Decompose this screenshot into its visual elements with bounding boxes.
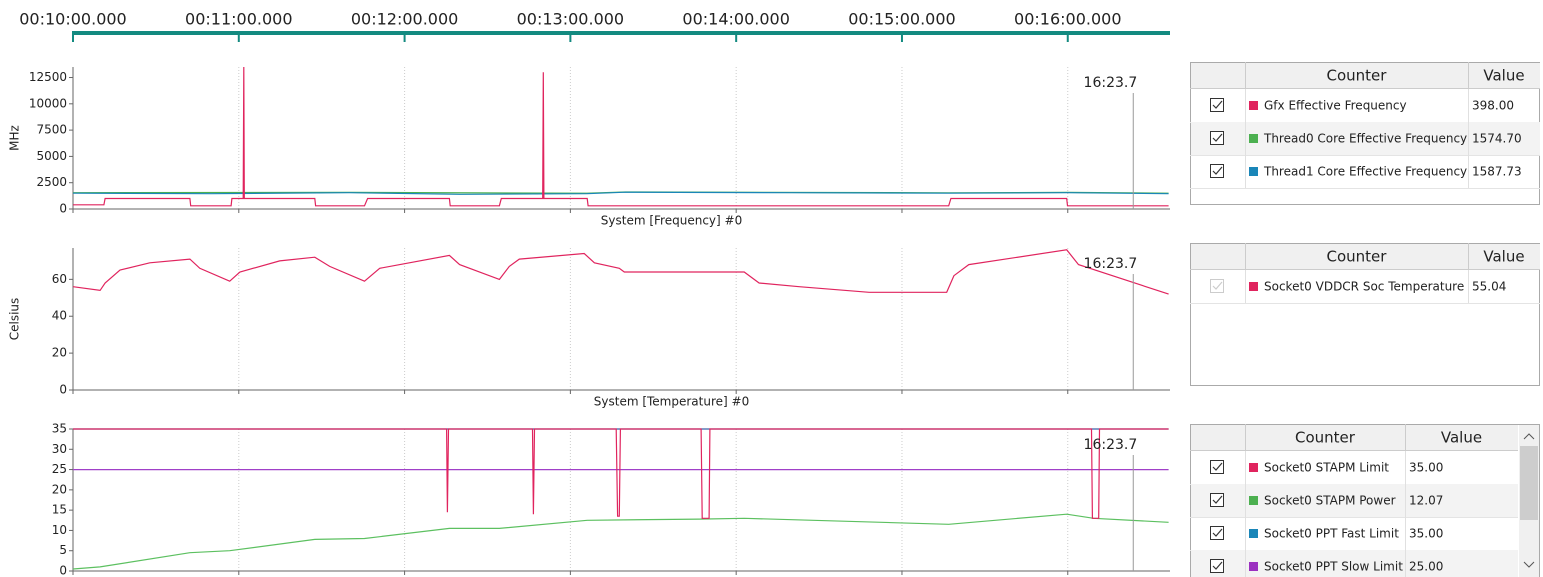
counter-name: Socket0 VDDCR Soc Temperature bbox=[1264, 280, 1464, 294]
x-axis-label: System [Temperature] #0 bbox=[594, 395, 749, 409]
y-tick-label: 30 bbox=[52, 442, 67, 456]
checkbox[interactable] bbox=[1210, 131, 1224, 145]
y-tick-label: 10000 bbox=[29, 96, 67, 110]
checkmark bbox=[1212, 133, 1223, 142]
counter-value: 1587.73 bbox=[1472, 165, 1522, 179]
y-tick-label: 0 bbox=[59, 564, 67, 577]
series-line bbox=[72, 191, 1169, 195]
y-tick-label: 5000 bbox=[36, 149, 67, 163]
table-row: Socket0 VDDCR Soc Temperature 55.04 bbox=[1190, 270, 1540, 304]
y-tick-label: 7500 bbox=[36, 123, 67, 137]
column-header: Counter bbox=[1295, 429, 1356, 447]
table-row: Socket0 PPT Slow Limit 25.00 bbox=[1191, 550, 1518, 577]
column-header: Counter bbox=[1327, 67, 1388, 85]
y-tick-label: 20 bbox=[52, 482, 67, 496]
column-header: Counter bbox=[1327, 248, 1388, 266]
table-header bbox=[1191, 63, 1540, 88]
cursor-label: 16:23.7 bbox=[1084, 437, 1138, 453]
table-row: Thread0 Core Effective Frequency 1574.70 bbox=[1190, 122, 1540, 156]
series-line bbox=[73, 66, 1169, 207]
checkmark bbox=[1212, 462, 1223, 471]
checkbox[interactable] bbox=[1210, 164, 1224, 178]
series-line bbox=[73, 428, 1169, 519]
cursor-label: 16:23.7 bbox=[1084, 256, 1138, 272]
series-swatch bbox=[1249, 562, 1258, 571]
timeline-label: 00:14:00.000 bbox=[682, 10, 789, 29]
cursor-label: 16:23.7 bbox=[1084, 75, 1138, 91]
timeline-label: 00:10:00.000 bbox=[19, 10, 126, 29]
timeline-label: 00:11:00.000 bbox=[185, 10, 292, 29]
counter-name: Socket0 PPT Slow Limit bbox=[1264, 560, 1403, 574]
x-axis-label: System [Frequency] #0 bbox=[601, 214, 742, 228]
column-header: Value bbox=[1483, 248, 1524, 266]
checkbox[interactable] bbox=[1210, 493, 1224, 507]
checkmark bbox=[1212, 100, 1223, 109]
checkmark bbox=[1212, 166, 1223, 175]
checkmark bbox=[1212, 281, 1223, 290]
counter-name: Socket0 STAPM Power bbox=[1264, 494, 1396, 508]
y-tick-label: 60 bbox=[52, 272, 67, 286]
y-tick-label: 10 bbox=[52, 523, 67, 537]
counter-value: 35.00 bbox=[1409, 527, 1443, 541]
counter-name: Thread0 Core Effective Frequency bbox=[1263, 132, 1467, 146]
series-swatch bbox=[1249, 496, 1258, 505]
checkbox[interactable] bbox=[1210, 460, 1224, 474]
y-axis-label: MHz bbox=[8, 125, 22, 151]
y-tick-label: 5 bbox=[59, 543, 67, 557]
counter-value: 12.07 bbox=[1409, 494, 1443, 508]
series-swatch bbox=[1249, 101, 1258, 110]
scrollbar-thumb[interactable] bbox=[1520, 446, 1538, 520]
counter-table: Counter Value Gfx Effective Frequency 398.0… bbox=[1190, 62, 1540, 205]
y-tick-label: 12500 bbox=[29, 70, 67, 84]
series-line bbox=[72, 513, 1169, 570]
y-tick-label: 20 bbox=[52, 346, 67, 360]
y-tick-label: 0 bbox=[59, 202, 67, 216]
timeline-label: 00:13:00.000 bbox=[517, 10, 624, 29]
counter-name: Thread1 Core Effective Frequency bbox=[1263, 165, 1467, 179]
checkmark bbox=[1212, 528, 1223, 537]
counter-value: 35.00 bbox=[1409, 461, 1443, 475]
counter-name: Socket0 PPT Fast Limit bbox=[1264, 527, 1399, 541]
counter-table: Counter Value Socket0 STAPM Limit 35.00 Sock… bbox=[1190, 424, 1540, 577]
series-swatch bbox=[1249, 463, 1258, 472]
checkbox[interactable] bbox=[1210, 279, 1224, 293]
timeline-label: 00:12:00.000 bbox=[351, 10, 458, 29]
series-swatch bbox=[1249, 529, 1258, 538]
y-tick-label: 15 bbox=[52, 503, 67, 517]
y-tick-label: 25 bbox=[52, 462, 67, 476]
column-header: Value bbox=[1441, 429, 1482, 447]
y-tick-label: 2500 bbox=[36, 175, 67, 189]
y-axis-label: Celsius bbox=[8, 298, 22, 341]
counter-value: 398.00 bbox=[1472, 99, 1514, 113]
counter-value: 1574.70 bbox=[1472, 132, 1522, 146]
checkbox[interactable] bbox=[1210, 526, 1224, 540]
y-tick-label: 35 bbox=[52, 422, 67, 436]
series-line bbox=[72, 249, 1169, 295]
column-header: Value bbox=[1483, 67, 1524, 85]
table-header bbox=[1191, 244, 1540, 269]
checkbox[interactable] bbox=[1210, 559, 1224, 573]
counter-name: Socket0 STAPM Limit bbox=[1264, 461, 1389, 475]
timeline-label: 00:15:00.000 bbox=[848, 10, 955, 29]
checkmark bbox=[1212, 561, 1223, 570]
table-row: Thread1 Core Effective Frequency 1587.73 bbox=[1190, 155, 1540, 189]
table-row: Socket0 STAPM Power 12.07 bbox=[1190, 484, 1518, 518]
scroll-down[interactable] bbox=[1523, 561, 1535, 568]
y-tick-label: 0 bbox=[59, 383, 67, 397]
series-swatch bbox=[1249, 167, 1258, 176]
series-swatch bbox=[1249, 282, 1258, 291]
counter-value: 25.00 bbox=[1409, 560, 1443, 574]
checkmark bbox=[1212, 495, 1223, 504]
scroll-up[interactable] bbox=[1523, 433, 1535, 440]
timeline-label: 00:16:00.000 bbox=[1014, 10, 1121, 29]
checkbox[interactable] bbox=[1210, 98, 1224, 112]
counter-value: 55.04 bbox=[1472, 280, 1506, 294]
counter-table: Counter Value Socket0 VDDCR Soc Temperatur… bbox=[1190, 243, 1540, 386]
series-swatch bbox=[1249, 134, 1258, 143]
counter-name: Gfx Effective Frequency bbox=[1264, 99, 1407, 113]
y-tick-label: 40 bbox=[52, 309, 67, 323]
